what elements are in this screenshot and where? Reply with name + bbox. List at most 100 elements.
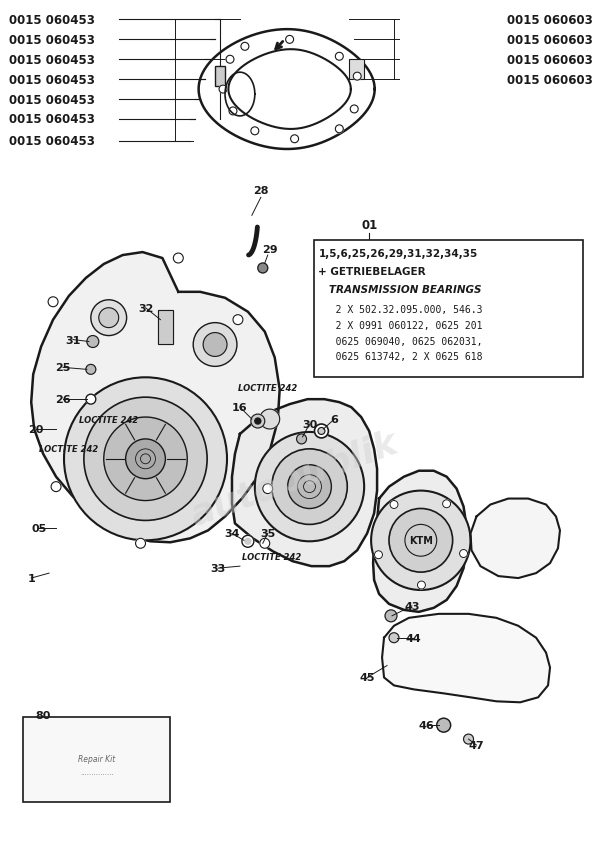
Text: 6: 6: [330, 415, 338, 425]
Circle shape: [193, 323, 237, 367]
Polygon shape: [232, 400, 377, 566]
Circle shape: [459, 550, 468, 558]
Circle shape: [286, 37, 294, 44]
Text: 20: 20: [28, 425, 44, 434]
Circle shape: [260, 539, 270, 548]
Text: 1: 1: [27, 573, 35, 583]
Circle shape: [314, 425, 329, 438]
Circle shape: [437, 718, 451, 732]
Circle shape: [242, 536, 254, 548]
Polygon shape: [215, 67, 225, 87]
Circle shape: [260, 409, 279, 429]
Text: 47: 47: [469, 740, 484, 750]
Circle shape: [126, 439, 165, 479]
Circle shape: [353, 73, 361, 81]
Text: + GETRIEBELAGER: + GETRIEBELAGER: [318, 267, 426, 276]
Circle shape: [136, 539, 146, 548]
Text: 32: 32: [138, 304, 153, 313]
Circle shape: [173, 253, 184, 264]
Text: 2 X 502.32.095.000, 546.3: 2 X 502.32.095.000, 546.3: [318, 305, 483, 315]
Circle shape: [255, 432, 364, 542]
Circle shape: [84, 397, 207, 521]
Circle shape: [219, 86, 227, 94]
Circle shape: [233, 316, 243, 325]
Text: 31: 31: [65, 335, 81, 345]
Text: LOCTITE 242: LOCTITE 242: [39, 444, 99, 454]
Text: 16: 16: [232, 403, 247, 413]
Circle shape: [258, 264, 268, 274]
Text: 45: 45: [359, 673, 375, 682]
Circle shape: [389, 509, 453, 572]
Circle shape: [390, 501, 398, 509]
Circle shape: [375, 551, 382, 559]
Text: 30: 30: [302, 420, 317, 430]
Circle shape: [203, 334, 227, 357]
Text: 0015 060453: 0015 060453: [9, 34, 95, 47]
Circle shape: [226, 56, 234, 64]
Bar: [159, 310, 173, 345]
Circle shape: [318, 428, 325, 435]
Text: 46: 46: [419, 720, 435, 730]
Circle shape: [241, 44, 249, 51]
Circle shape: [263, 485, 273, 494]
Text: 0015 060453: 0015 060453: [9, 54, 95, 67]
Circle shape: [51, 482, 61, 492]
Circle shape: [99, 309, 118, 328]
Text: 35: 35: [260, 529, 275, 539]
Text: 0015 060453: 0015 060453: [9, 93, 95, 107]
Circle shape: [335, 125, 343, 134]
Circle shape: [87, 336, 99, 348]
Text: 0015 060603: 0015 060603: [507, 73, 592, 86]
Circle shape: [48, 298, 58, 307]
Text: 2 X 0991 060122, 0625 201: 2 X 0991 060122, 0625 201: [318, 320, 483, 330]
Text: 0625 069040, 0625 062031,: 0625 069040, 0625 062031,: [318, 336, 483, 346]
Circle shape: [389, 633, 399, 643]
Text: 0015 060453: 0015 060453: [9, 73, 95, 86]
Text: 28: 28: [253, 186, 269, 196]
Circle shape: [229, 107, 237, 116]
Text: 0015 060603: 0015 060603: [507, 34, 592, 47]
Text: 34: 34: [224, 529, 240, 539]
Circle shape: [385, 610, 397, 622]
Text: LOCTITE 242: LOCTITE 242: [79, 415, 139, 424]
Circle shape: [417, 582, 426, 589]
Circle shape: [104, 418, 187, 501]
Text: LOCTITE 242: LOCTITE 242: [238, 383, 297, 392]
Text: KTM: KTM: [409, 536, 433, 546]
Polygon shape: [382, 614, 550, 703]
Text: 29: 29: [262, 245, 278, 255]
Text: 80: 80: [36, 711, 51, 721]
Polygon shape: [471, 499, 560, 578]
Text: 01: 01: [361, 219, 377, 232]
Circle shape: [272, 450, 348, 525]
Circle shape: [297, 434, 307, 444]
Circle shape: [251, 415, 265, 428]
Bar: [314, 241, 583, 378]
Circle shape: [335, 53, 343, 61]
Circle shape: [245, 539, 251, 544]
Bar: [159, 310, 173, 345]
Circle shape: [64, 378, 227, 541]
Circle shape: [464, 734, 474, 744]
Circle shape: [86, 395, 96, 404]
Circle shape: [91, 300, 127, 336]
Text: Repair Kit: Repair Kit: [78, 755, 115, 763]
Circle shape: [86, 365, 96, 374]
Text: 05: 05: [31, 524, 47, 534]
Text: 0625 613742, 2 X 0625 618: 0625 613742, 2 X 0625 618: [318, 352, 483, 362]
Text: 43: 43: [404, 601, 420, 612]
Text: 0015 060603: 0015 060603: [507, 54, 592, 67]
Circle shape: [443, 500, 451, 508]
Polygon shape: [373, 471, 466, 612]
Text: autopublik: autopublik: [186, 426, 403, 532]
Circle shape: [251, 128, 259, 136]
Circle shape: [291, 136, 298, 143]
Text: 25: 25: [55, 363, 70, 373]
Polygon shape: [349, 61, 364, 80]
Polygon shape: [31, 252, 279, 543]
Text: 0015 060453: 0015 060453: [9, 14, 95, 27]
Circle shape: [350, 106, 358, 113]
Text: 1,5,6,25,26,29,31,32,34,35: 1,5,6,25,26,29,31,32,34,35: [318, 249, 478, 258]
Text: 26: 26: [55, 395, 71, 404]
Text: 0015 060453: 0015 060453: [9, 135, 95, 148]
